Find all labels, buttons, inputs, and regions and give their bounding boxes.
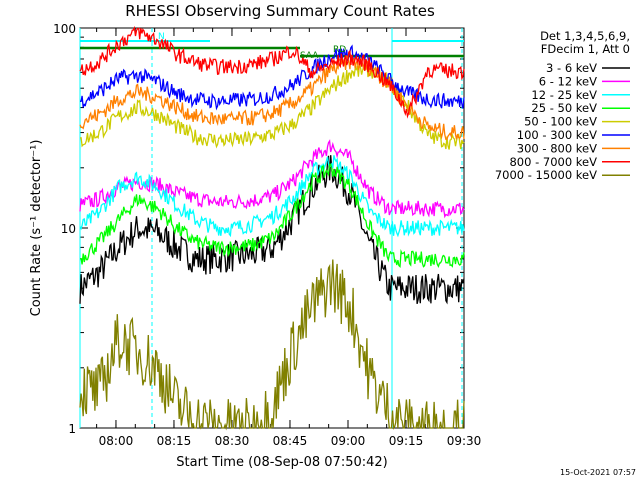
legend-entry-label: 50 - 100 keV (524, 115, 597, 129)
x-tick-label: 08:45 (273, 434, 308, 448)
annotation-n: N (158, 32, 165, 42)
x-tick-label: 09:30 (447, 434, 482, 448)
x-axis: 08:00 08:15 08:30 08:45 09:00 09:15 09:30 (96, 28, 482, 448)
series-line-8 (79, 259, 465, 431)
event-markers (79, 28, 464, 428)
annotations: N SAA RD (158, 32, 346, 61)
series-line-3 (79, 163, 465, 269)
plot-area: 1 10 100 08:00 08:15 08:30 08:45 09:00 09:15 09:… (53, 22, 481, 448)
legend-header-line-1: Det 1,3,4,5,6,9, (540, 29, 630, 43)
x-tick-label: 08:00 (99, 434, 134, 448)
legend-entry-label: 12 - 25 keV (531, 88, 597, 102)
y-tick-label: 10 (61, 222, 76, 236)
x-tick-label: 09:00 (331, 434, 366, 448)
series-line-4 (79, 60, 465, 150)
legend: Det 1,3,4,5,6,9, FDecim 1, Att 0 3 - 6 k… (495, 29, 630, 182)
y-axis-label: Count Rate (s⁻¹ detector⁻¹) (29, 140, 44, 317)
x-tick-label: 08:30 (215, 434, 250, 448)
series-lines (79, 25, 465, 431)
series-line-5 (80, 44, 465, 111)
annotation-rd: RD (333, 45, 346, 55)
x-tick-label: 08:15 (157, 434, 192, 448)
legend-entry-label: 25 - 50 keV (531, 101, 597, 115)
series-line-2 (79, 155, 465, 238)
x-tick-label: 09:15 (389, 434, 424, 448)
legend-entry-label: 800 - 7000 keV (509, 155, 597, 169)
chart-title: RHESSI Observing Summary Count Rates (125, 2, 435, 20)
legend-entry-label: 100 - 300 keV (517, 128, 597, 142)
series-line-7 (79, 25, 465, 119)
annotation-saa: SAA (300, 51, 319, 61)
legend-entry-label: 3 - 6 keV (546, 61, 597, 75)
y-tick-label: 100 (53, 22, 76, 36)
footer-date: 15-Oct-2021 07:57 (560, 468, 636, 477)
legend-entry-label: 7000 - 15000 keV (495, 168, 597, 182)
x-axis-label: Start Time (08-Sep-08 07:50:42) (176, 455, 387, 470)
series-line-0 (79, 155, 465, 305)
legend-entry-label: 300 - 800 keV (517, 141, 597, 155)
y-tick-label: 1 (68, 422, 76, 436)
legend-entry-label: 6 - 12 keV (539, 74, 597, 88)
legend-header-line-2: FDecim 1, Att 0 (541, 42, 630, 56)
